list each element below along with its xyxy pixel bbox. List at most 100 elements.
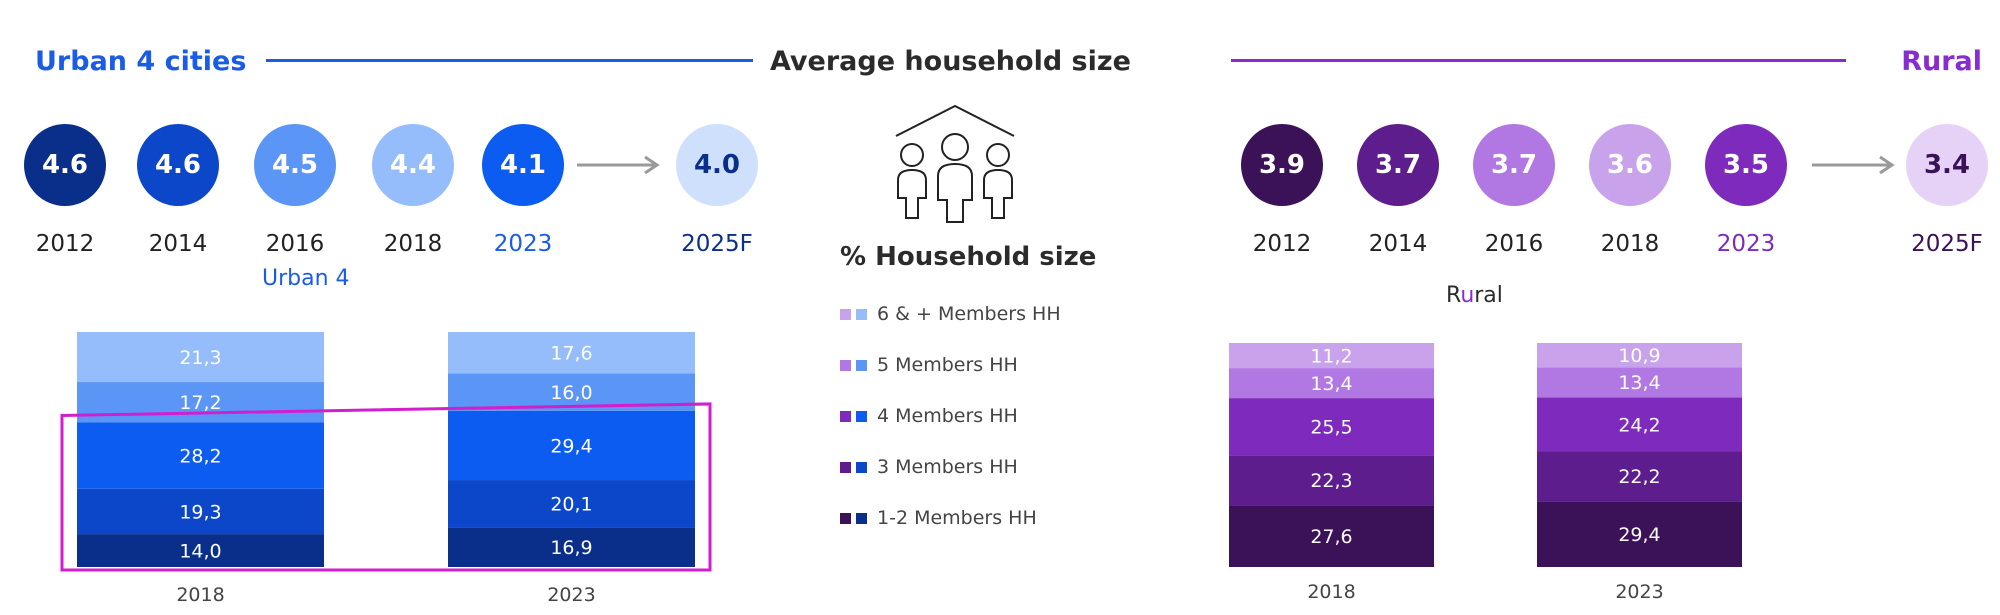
rural-avg-size-circle: 3.5 <box>1705 124 1787 206</box>
rural-panel-title: Rural <box>1901 46 1982 77</box>
urban-avg-size-circle: 4.6 <box>137 124 219 206</box>
legend-label: 5 Members HH <box>877 354 1018 376</box>
bar-segment <box>1537 451 1742 502</box>
rural-title-line <box>1231 59 1846 62</box>
urban-panel-title: Urban 4 cities <box>35 46 247 77</box>
rural-avg-size-circle: 3.9 <box>1241 124 1323 206</box>
rural-chart-label-part: R <box>1446 283 1461 308</box>
bar-value-label: 22,2 <box>1618 466 1660 488</box>
legend-title: % Household size <box>840 242 1097 272</box>
bar-value-label: 11,2 <box>1310 345 1352 367</box>
bar-segment <box>1537 343 1742 368</box>
rural-year-label: 2025F <box>1911 231 1983 257</box>
bar-segment <box>448 410 695 481</box>
bar-value-label: 19,3 <box>179 501 221 523</box>
category-tick-label: 2018 <box>1307 581 1355 603</box>
rural-forecast-arrow-icon <box>1812 155 1895 175</box>
legend-swatch-rural <box>840 359 851 371</box>
legend-swatch-urban <box>856 512 867 524</box>
urban-year-label: 2014 <box>148 231 208 257</box>
bar-value-label: 13,4 <box>1618 372 1660 394</box>
bar-segment <box>1229 455 1434 506</box>
urban-chart-label: Urban 4 <box>262 266 350 291</box>
legend-swatch-urban <box>856 410 867 422</box>
bar-segment <box>77 534 324 567</box>
legend-label: 6 & + Members HH <box>877 303 1061 325</box>
bar-value-label: 20,1 <box>550 494 592 516</box>
bar-value-label: 10,9 <box>1618 345 1660 367</box>
legend-swatch-urban <box>856 359 867 371</box>
legend-item: 3 Members HH <box>840 456 1018 478</box>
legend-item: 6 & + Members HH <box>840 303 1061 325</box>
bar-value-label: 29,4 <box>1618 524 1660 546</box>
bar-value-label: 16,0 <box>550 382 592 404</box>
urban-avg-size-circle: 4.5 <box>254 124 336 206</box>
rural-year-label: 2016 <box>1484 231 1544 257</box>
legend-item: 4 Members HH <box>840 405 1018 427</box>
category-tick-label: 2018 <box>176 584 224 606</box>
bar-segment <box>1229 505 1434 567</box>
legend-swatch-urban <box>856 461 867 473</box>
rural-year-label: 2014 <box>1368 231 1428 257</box>
bar-value-label: 17,2 <box>179 392 221 414</box>
urban-avg-size-circle: 4.4 <box>372 124 454 206</box>
rural-year-label: 2023 <box>1716 231 1776 257</box>
bar-value-label: 27,6 <box>1310 526 1352 548</box>
bar-segment <box>1229 398 1434 456</box>
bar-segment <box>448 527 695 567</box>
bar-value-label: 22,3 <box>1310 470 1352 492</box>
urban-year-label: 2012 <box>35 231 95 257</box>
bar-value-label: 29,4 <box>550 435 592 457</box>
legend-swatch-urban <box>856 308 867 320</box>
bar-value-label: 28,2 <box>179 445 221 467</box>
bar-value-label: 14,0 <box>179 540 221 562</box>
urban-avg-size-circle: 4.1 <box>482 124 564 206</box>
household-family-icon <box>895 104 1015 223</box>
rural-chart-label-part: ral <box>1474 283 1503 308</box>
rural-year-label: 2018 <box>1600 231 1660 257</box>
urban-forecast-arrow-icon <box>577 155 660 175</box>
bar-segment <box>1229 368 1434 399</box>
legend-swatch-rural <box>840 410 851 422</box>
legend-swatch-rural <box>840 461 851 473</box>
legend-label: 1-2 Members HH <box>877 507 1037 529</box>
bar-value-label: 25,5 <box>1310 417 1352 439</box>
legend-item: 1-2 Members HH <box>840 507 1037 529</box>
bar-value-label: 24,2 <box>1618 414 1660 436</box>
bar-segment <box>1537 501 1742 567</box>
urban-year-label: 2018 <box>383 231 443 257</box>
bar-segment <box>1537 367 1742 398</box>
bar-value-label: 17,6 <box>550 343 592 365</box>
chart-main-title: Average household size <box>770 46 1131 77</box>
bar-segment <box>1229 343 1434 369</box>
rural-avg-size-circle: 3.4 <box>1906 124 1988 206</box>
legend-label: 3 Members HH <box>877 456 1018 478</box>
urban-year-label: 2025F <box>681 231 753 257</box>
rural-avg-size-circle: 3.7 <box>1357 124 1439 206</box>
bar-value-label: 21,3 <box>179 347 221 369</box>
bar-segment <box>448 480 695 528</box>
urban-year-label: 2016 <box>265 231 325 257</box>
category-tick-label: 2023 <box>1615 581 1663 603</box>
highlight-frame <box>60 402 712 572</box>
bar-segment <box>77 332 324 383</box>
bar-segment <box>77 422 324 489</box>
bar-value-label: 16,9 <box>550 537 592 559</box>
bar-segment <box>448 332 695 374</box>
rural-avg-size-circle: 3.6 <box>1589 124 1671 206</box>
legend-item: 5 Members HH <box>840 354 1018 376</box>
rural-avg-size-circle: 3.7 <box>1473 124 1555 206</box>
rural-year-label: 2012 <box>1252 231 1312 257</box>
rural-chart-label-accent: u <box>1460 283 1475 308</box>
urban-avg-size-circle: 4.0 <box>676 124 758 206</box>
legend-label: 4 Members HH <box>877 405 1018 427</box>
urban-title-line <box>266 59 753 62</box>
legend-swatch-rural <box>840 512 851 524</box>
rural-chart-label: Rural <box>1446 283 1503 308</box>
urban-year-label: 2023 <box>493 231 553 257</box>
legend-swatch-rural <box>840 308 851 320</box>
bar-segment <box>1537 397 1742 452</box>
bar-value-label: 13,4 <box>1310 373 1352 395</box>
bar-segment <box>77 488 324 535</box>
